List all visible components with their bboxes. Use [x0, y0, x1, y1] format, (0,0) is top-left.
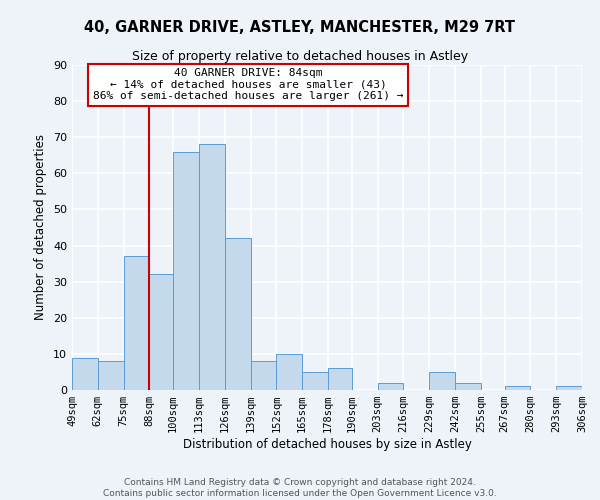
Bar: [377, 383, 403, 390]
Text: 40 GARNER DRIVE: 84sqm
← 14% of detached houses are smaller (43)
86% of semi-det: 40 GARNER DRIVE: 84sqm ← 14% of detached…: [92, 68, 403, 102]
Bar: [429, 372, 455, 390]
Bar: [455, 383, 481, 390]
Bar: [173, 152, 199, 390]
Bar: [149, 274, 173, 390]
Y-axis label: Number of detached properties: Number of detached properties: [34, 134, 47, 320]
Text: Contains HM Land Registry data © Crown copyright and database right 2024.
Contai: Contains HM Land Registry data © Crown c…: [103, 478, 497, 498]
Bar: [302, 372, 328, 390]
Text: 40, GARNER DRIVE, ASTLEY, MANCHESTER, M29 7RT: 40, GARNER DRIVE, ASTLEY, MANCHESTER, M2…: [85, 20, 515, 35]
Bar: [98, 361, 124, 390]
X-axis label: Distribution of detached houses by size in Astley: Distribution of detached houses by size …: [182, 438, 472, 451]
Bar: [199, 144, 225, 390]
Bar: [251, 361, 277, 390]
Bar: [505, 386, 530, 390]
Bar: [328, 368, 352, 390]
Bar: [124, 256, 149, 390]
Text: Size of property relative to detached houses in Astley: Size of property relative to detached ho…: [132, 50, 468, 63]
Bar: [277, 354, 302, 390]
Bar: [225, 238, 251, 390]
Bar: [72, 358, 98, 390]
Bar: [556, 386, 582, 390]
